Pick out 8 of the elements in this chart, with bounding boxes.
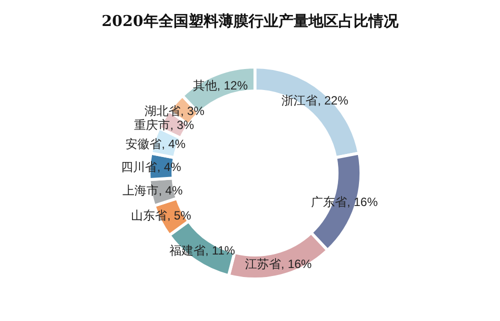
chart-title: 2020年全国塑料薄膜行业产量地区占比情况 <box>100 12 400 31</box>
slice-label: 其他, 12% <box>193 78 248 93</box>
slice-label: 安徽省, 4% <box>126 136 186 151</box>
slice-label: 湖北省, 3% <box>144 104 205 118</box>
slice-label: 重庆市, 3% <box>134 118 194 132</box>
slice-label: 上海市, 4% <box>122 184 183 198</box>
slice-label: 江苏省, 16% <box>245 257 312 272</box>
slice-label: 浙江省, 22% <box>282 94 349 108</box>
